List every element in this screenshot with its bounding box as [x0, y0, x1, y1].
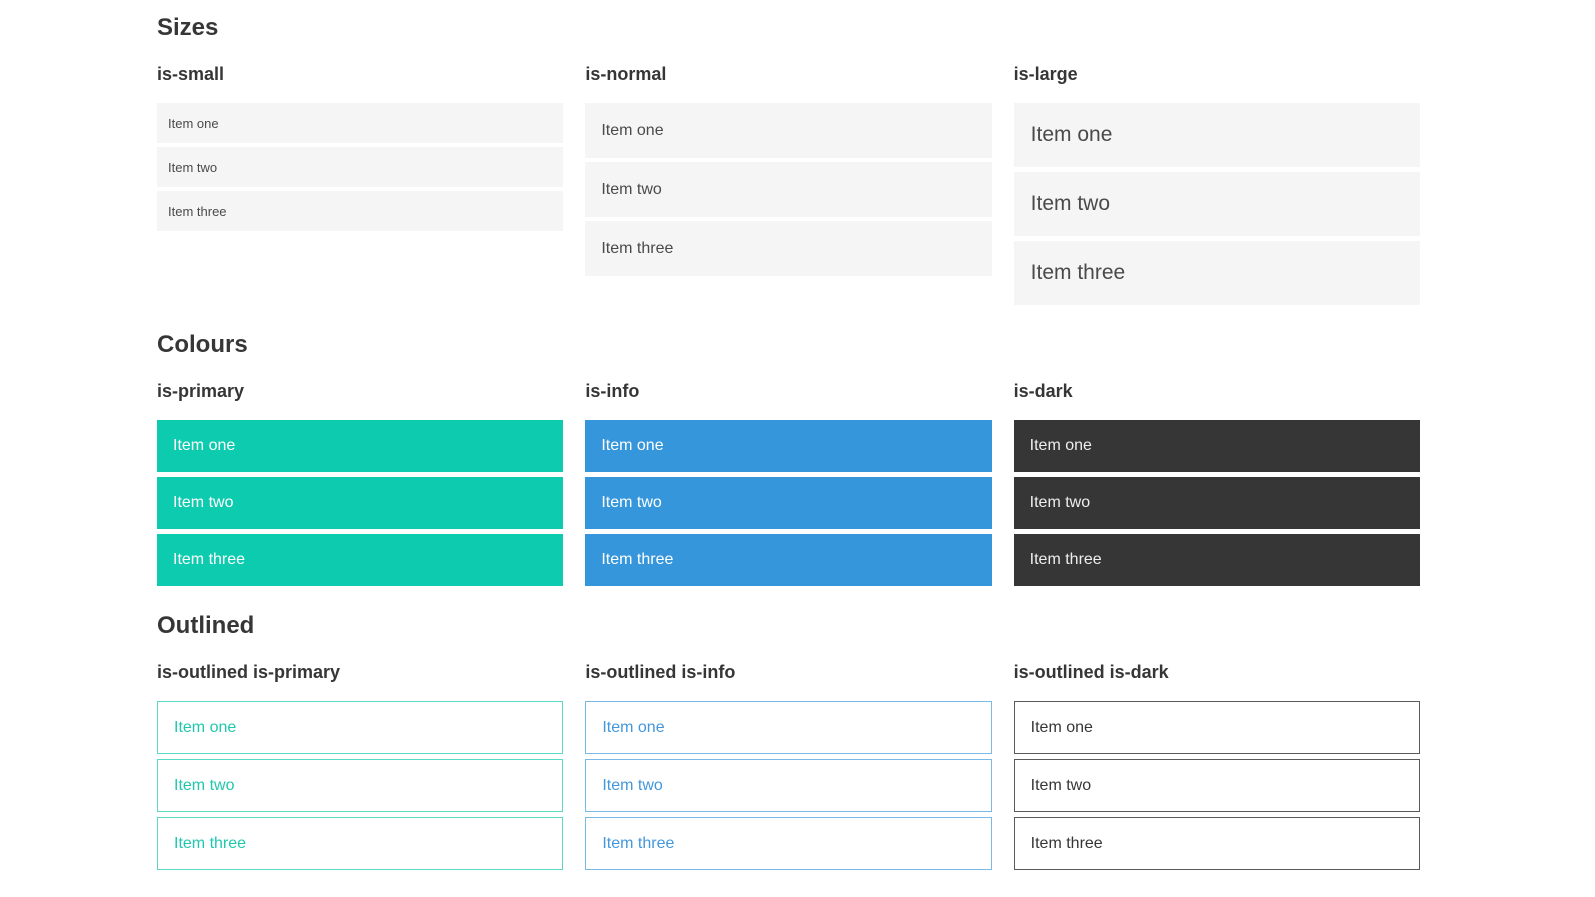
group-heading-is-small: is-small — [157, 64, 225, 84]
group-heading-is-outlined-is-primary: is-outlined is-primary — [157, 662, 341, 682]
list-item[interactable]: Item one — [157, 103, 564, 143]
list-item[interactable]: Item three — [157, 817, 564, 870]
group-is-small: is-small Item one Item two Item three — [157, 64, 564, 235]
section-colours: Colours is-primary Item one Item two Ite… — [157, 330, 1420, 591]
list-is-primary: Item one Item two Item three — [157, 420, 564, 586]
outlined-grid: is-outlined is-primary Item one Item two… — [157, 662, 1420, 875]
list-item[interactable]: Item two — [585, 162, 992, 217]
group-is-outlined-is-primary: is-outlined is-primary Item one Item two… — [157, 662, 564, 875]
list-item[interactable]: Item one — [585, 701, 992, 754]
list-is-dark: Item one Item two Item three — [1013, 420, 1420, 586]
group-is-normal: is-normal Item one Item two Item three — [585, 64, 992, 280]
list-is-outlined-is-info: Item one Item two Item three — [585, 701, 992, 870]
list-is-large: Item one Item two Item three — [1013, 103, 1420, 305]
group-is-outlined-is-info: is-outlined is-info Item one Item two It… — [585, 662, 992, 875]
list-item[interactable]: Item two — [157, 477, 564, 529]
list-item[interactable]: Item three — [1013, 817, 1420, 870]
list-is-normal: Item one Item two Item three — [585, 103, 992, 276]
list-item[interactable]: Item one — [1013, 103, 1420, 167]
group-heading-is-dark: is-dark — [1013, 381, 1073, 401]
group-heading-is-info: is-info — [585, 381, 640, 401]
list-item[interactable]: Item three — [585, 817, 992, 870]
list-item[interactable]: Item two — [585, 477, 992, 529]
list-item[interactable]: Item three — [157, 191, 564, 231]
list-item[interactable]: Item three — [1013, 241, 1420, 305]
group-heading-is-primary: is-primary — [157, 381, 245, 401]
list-item[interactable]: Item three — [585, 534, 992, 586]
list-item[interactable]: Item one — [585, 103, 992, 158]
group-is-outlined-is-dark: is-outlined is-dark Item one Item two It… — [1013, 662, 1420, 875]
list-item[interactable]: Item three — [585, 221, 992, 276]
list-item[interactable]: Item two — [1013, 172, 1420, 236]
list-is-info: Item one Item two Item three — [585, 420, 992, 586]
section-title-colours: Colours — [157, 331, 248, 358]
colours-grid: is-primary Item one Item two Item three … — [157, 381, 1420, 591]
list-item[interactable]: Item one — [1013, 701, 1420, 754]
list-is-outlined-is-primary: Item one Item two Item three — [157, 701, 564, 870]
group-heading-is-outlined-is-info: is-outlined is-info — [585, 662, 736, 682]
list-item[interactable]: Item two — [1013, 759, 1420, 812]
section-sizes: Sizes is-small Item one Item two Item th… — [157, 13, 1420, 310]
list-item[interactable]: Item three — [1013, 534, 1420, 586]
section-title-sizes: Sizes — [157, 14, 219, 41]
group-is-large: is-large Item one Item two Item three — [1013, 64, 1420, 310]
list-item[interactable]: Item two — [157, 759, 564, 812]
list-item[interactable]: Item two — [1013, 477, 1420, 529]
list-item[interactable]: Item three — [157, 534, 564, 586]
group-is-info: is-info Item one Item two Item three — [585, 381, 992, 591]
sizes-grid: is-small Item one Item two Item three is… — [157, 64, 1420, 310]
list-item[interactable]: Item two — [585, 759, 992, 812]
list-item[interactable]: Item one — [157, 701, 564, 754]
list-item[interactable]: Item one — [157, 420, 564, 472]
list-is-outlined-is-dark: Item one Item two Item three — [1013, 701, 1420, 870]
group-heading-is-large: is-large — [1013, 64, 1078, 84]
group-heading-is-normal: is-normal — [585, 64, 667, 84]
group-is-primary: is-primary Item one Item two Item three — [157, 381, 564, 591]
list-item[interactable]: Item two — [157, 147, 564, 187]
list-item[interactable]: Item one — [1013, 420, 1420, 472]
section-title-outlined: Outlined — [157, 612, 255, 639]
group-is-dark: is-dark Item one Item two Item three — [1013, 381, 1420, 591]
list-item[interactable]: Item one — [585, 420, 992, 472]
group-heading-is-outlined-is-dark: is-outlined is-dark — [1013, 662, 1169, 682]
section-outlined: Outlined is-outlined is-primary Item one… — [157, 611, 1420, 875]
list-component-demo-page: Sizes is-small Item one Item two Item th… — [157, 0, 1420, 875]
list-is-small: Item one Item two Item three — [157, 103, 564, 231]
